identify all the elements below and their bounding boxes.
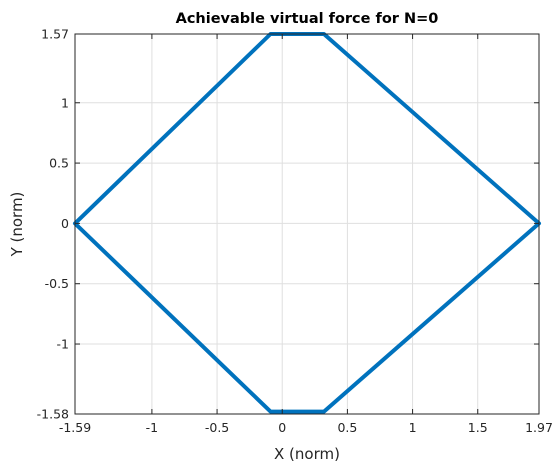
x-tick-label: -1.59 — [59, 420, 91, 435]
y-tick-label: 0.5 — [49, 156, 69, 171]
y-axis-label: Y (norm) — [8, 192, 26, 258]
y-tick-label: -1 — [57, 337, 69, 352]
plot-area — [75, 34, 539, 414]
x-tick-label: -1 — [146, 420, 158, 435]
x-tick-label: 1.97 — [525, 420, 552, 435]
chart-title: Achievable virtual force for N=0 — [176, 11, 439, 27]
x-tick-label: 1 — [409, 420, 417, 435]
x-tick-label: 1.5 — [468, 420, 488, 435]
x-tick-label: 0 — [278, 420, 286, 435]
x-axis-label: X (norm) — [274, 445, 340, 463]
grid — [74, 33, 540, 415]
y-tick-label: 1 — [61, 95, 69, 110]
y-tick-label: -0.5 — [45, 276, 69, 291]
y-tick-label: 0 — [61, 216, 69, 231]
y-tick-label: -1.58 — [37, 407, 69, 422]
plot-frame — [74, 33, 540, 415]
x-tick-label: 0.5 — [337, 420, 357, 435]
x-tick-label: -0.5 — [205, 420, 229, 435]
y-tick-label: 1.57 — [41, 27, 69, 42]
ticks: -1.59 -1 -0.5 0 0.5 1 1.5 1.97 -1.58 -1 -0.5 0 0.5 1 1… — [37, 27, 552, 436]
